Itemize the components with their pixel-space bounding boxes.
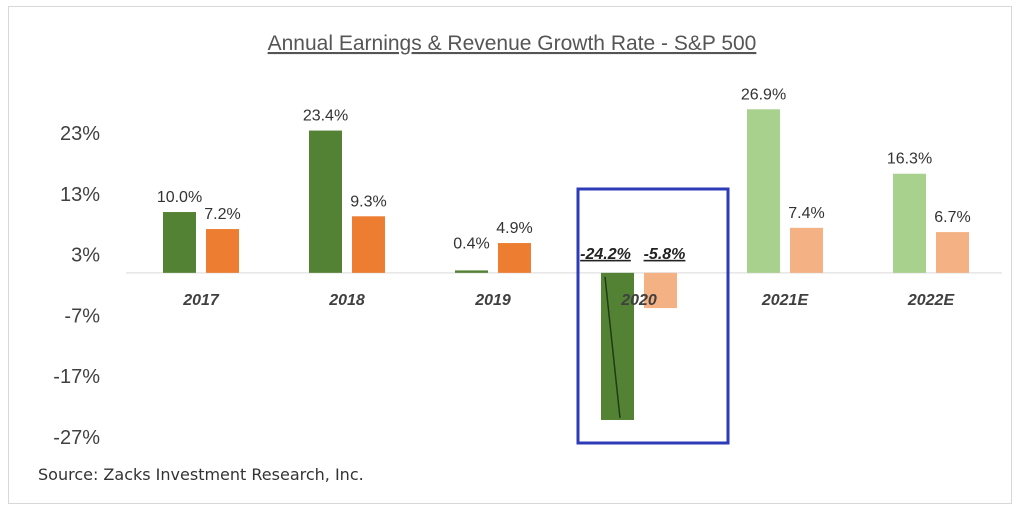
y-tick-label: 3%	[71, 245, 100, 267]
bar-2022e-series-1	[893, 173, 926, 273]
category-label-2022e: 2022E	[907, 292, 956, 309]
y-axis-ticks: 23% 13% 3% -7% -17% -27%	[53, 123, 100, 449]
category-label-2019: 2019	[474, 292, 511, 309]
data-label-2018-series-2: 9.3%	[350, 193, 386, 210]
bar-2019-series-1	[455, 270, 488, 273]
data-label-2021e-series-2: 7.4%	[788, 205, 824, 222]
data-label-2017-series-2: 7.2%	[204, 206, 240, 223]
data-label-2019-series-1: 0.4%	[453, 235, 489, 252]
category-label-2018: 2018	[328, 292, 365, 309]
bar-2017-series-1	[163, 212, 196, 273]
data-label-2022e-series-1: 16.3%	[887, 151, 932, 168]
y-tick-label: 13%	[60, 184, 100, 206]
data-label-2018-series-1: 23.4%	[303, 108, 348, 125]
y-tick-label: 23%	[60, 123, 100, 145]
data-label-2020-series-2: -5.8%	[644, 246, 686, 263]
category-label-2017: 2017	[182, 292, 220, 309]
category-label-2020: 2020	[620, 292, 657, 309]
chart-title: Annual Earnings & Revenue Growth Rate - …	[268, 32, 757, 55]
bar-2020-series-2	[644, 272, 677, 309]
bar-2019-series-2	[498, 243, 531, 273]
x-axis-categories: 2017 2018 2019 2020 2021E 2022E	[182, 292, 955, 309]
bar-2017-series-2	[206, 229, 239, 273]
bar-2018-series-2	[352, 216, 385, 273]
y-tick-label: -27%	[53, 427, 100, 449]
bar-2021e-series-1	[747, 109, 780, 273]
bars	[163, 109, 969, 420]
data-label-2019-series-2: 4.9%	[496, 220, 532, 237]
data-label-2021e-series-1: 26.9%	[741, 86, 786, 103]
bar-2018-series-1	[309, 130, 342, 273]
source-note: Source: Zacks Investment Research, Inc.	[38, 465, 364, 484]
bar-2022e-series-2	[936, 232, 969, 273]
bar-2021e-series-2	[790, 227, 823, 273]
highlight-box	[576, 187, 730, 445]
data-label-2020-series-1: -24.2%	[580, 246, 631, 263]
data-label-2022e-series-2: 6.7%	[934, 209, 970, 226]
data-label-2017-series-1: 10.0%	[157, 189, 202, 206]
category-label-2021e: 2021E	[761, 292, 810, 309]
annotation-stroke	[604, 276, 621, 419]
y-tick-label: -17%	[53, 366, 100, 388]
data-labels: 10.0%7.2% 23.4% 9.3% 0.4% 4.9% -24.2% -5.8% 26.…	[157, 86, 971, 263]
y-tick-label: -7%	[64, 305, 100, 327]
